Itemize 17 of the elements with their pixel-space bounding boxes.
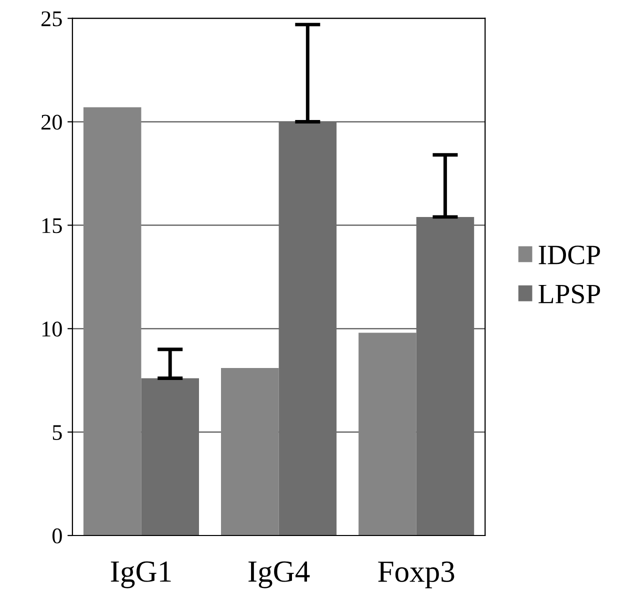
y-tick-label: 10	[42, 322, 62, 337]
x-tick-label: IgG1	[110, 561, 171, 588]
bar	[221, 368, 279, 536]
x-tick-label: IgG4	[248, 561, 310, 588]
bar	[358, 332, 416, 536]
bar	[141, 378, 199, 536]
legend-label: IDCP	[538, 246, 600, 264]
bar	[83, 107, 142, 536]
y-tick-label: 5	[52, 425, 62, 440]
legend-label: LPSP	[538, 284, 600, 304]
x-tick-label: Foxp3	[378, 561, 454, 588]
y-tick-label: 15	[42, 218, 62, 234]
y-tick-label: 0	[52, 528, 62, 544]
bar	[416, 216, 474, 536]
bar	[278, 122, 337, 536]
y-tick-label: 20	[41, 114, 62, 130]
y-tick-label: 25	[41, 11, 62, 26]
